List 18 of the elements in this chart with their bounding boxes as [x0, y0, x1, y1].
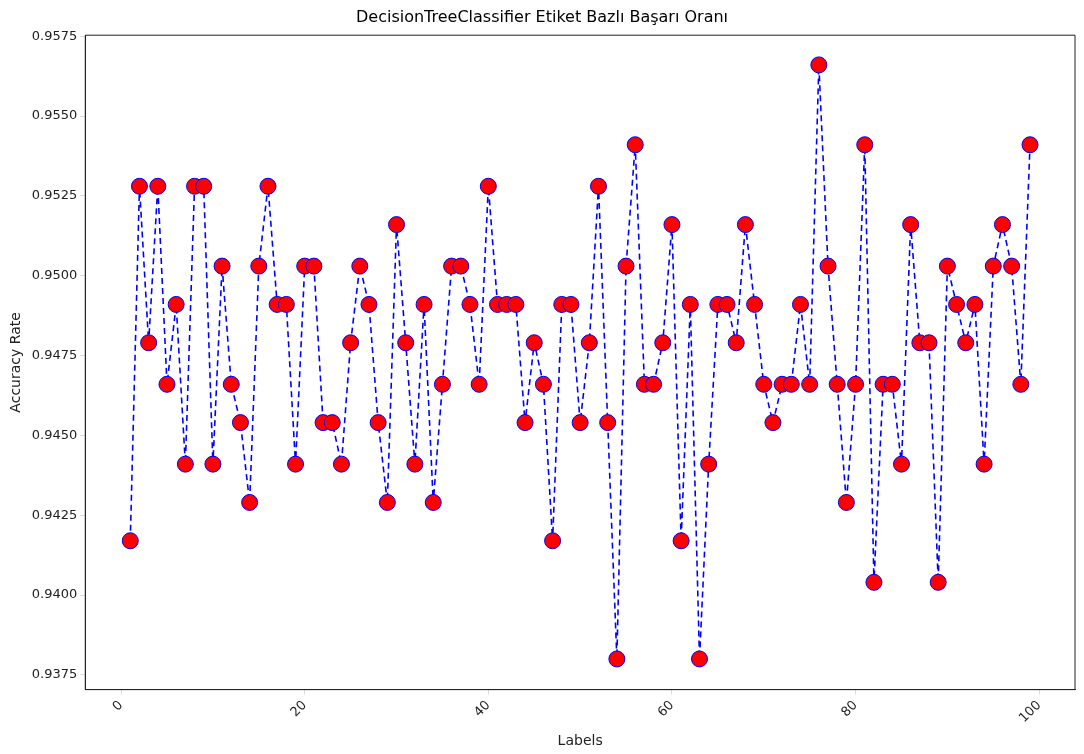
y-tick-label: 0.9575: [31, 27, 78, 43]
x-tick-label: 60: [654, 697, 677, 720]
y-tick-label: 0.9425: [31, 506, 78, 522]
x-tick-label: 40: [470, 697, 493, 720]
y-tick-label: 0.9475: [31, 346, 78, 362]
y-tick-label: 0.9500: [31, 267, 78, 283]
y-axis-title: Accuracy Rate: [7, 312, 24, 413]
x-tick-label: 0: [109, 697, 126, 714]
chart-title: DecisionTreeClassifier Etiket Bazlı Başarı Oranı: [355, 6, 729, 26]
y-tick-label: 0.9375: [31, 666, 78, 682]
y-tick-label: 0.9400: [31, 586, 78, 602]
y-tick-label: 0.9525: [31, 187, 78, 203]
y-tick-label: 0.9550: [31, 107, 78, 123]
x-axis-title: Labels: [557, 732, 603, 749]
x-tick-label: 20: [286, 697, 310, 720]
y-tick-label: 0.9450: [31, 426, 78, 442]
x-tick-label: 80: [837, 697, 861, 720]
x-tick-label: 100: [1015, 697, 1044, 726]
